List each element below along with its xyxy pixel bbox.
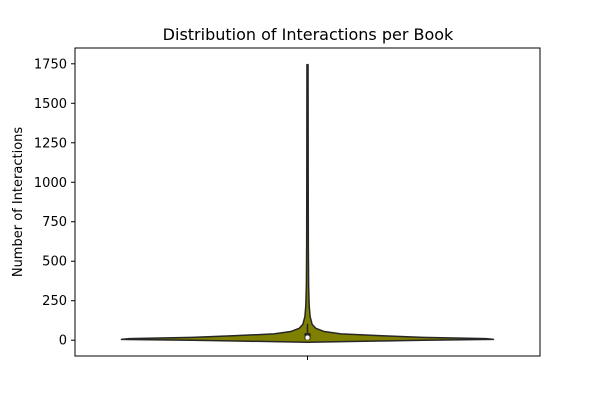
y-tick-label: 1750 xyxy=(34,57,67,72)
violin-body xyxy=(120,63,495,344)
chart-title: Distribution of Interactions per Book xyxy=(163,25,454,44)
y-tick-label: 0 xyxy=(59,334,67,349)
median-marker xyxy=(305,335,310,340)
y-axis-label: Number of Interactions xyxy=(11,127,26,278)
y-tick-label: 1500 xyxy=(34,97,67,112)
y-tick-label: 1000 xyxy=(34,176,67,191)
y-tick-label: 250 xyxy=(42,294,67,309)
y-tick-label: 1250 xyxy=(34,136,67,151)
y-tick-label: 500 xyxy=(42,255,67,270)
violin-group xyxy=(120,63,495,344)
y-axis: 0 250 500 750 1000 1250 1500 1750 xyxy=(34,57,75,349)
y-tick-label: 750 xyxy=(42,215,67,230)
